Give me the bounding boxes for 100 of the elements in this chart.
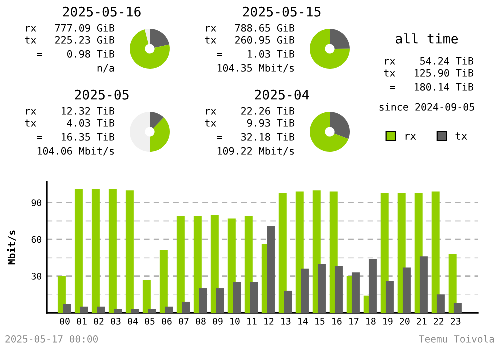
donut-slice	[130, 112, 150, 152]
x-tick-label: 09	[213, 318, 223, 325]
text: 104.06 Mbit/s	[38, 147, 114, 156]
bar	[80, 306, 88, 313]
x-tick-label: 00	[60, 318, 70, 325]
bar	[182, 302, 190, 313]
bar	[114, 309, 122, 313]
bar	[63, 304, 72, 313]
text: = 32.18 TiB	[217, 133, 295, 141]
bar	[448, 254, 457, 313]
bar	[386, 281, 394, 313]
bar	[210, 215, 219, 313]
x-tick-label: 18	[366, 318, 376, 325]
bar	[267, 226, 275, 313]
text: n/a	[98, 64, 114, 73]
x-tick-label: 04	[128, 318, 138, 325]
bar	[284, 290, 292, 313]
x-tick-label: 08	[196, 318, 206, 325]
x-tick-label: 06	[162, 318, 172, 325]
x-tick-label: 22	[434, 318, 444, 325]
chart-title: 2025-04	[255, 90, 310, 100]
donut-slice	[150, 112, 164, 129]
bar	[126, 190, 134, 313]
text: since 2024-09-05	[380, 103, 474, 111]
bar	[318, 264, 326, 313]
donut-slice	[150, 29, 170, 48]
bar	[278, 193, 287, 313]
donut-slice	[330, 112, 350, 140]
donut-slice	[145, 29, 150, 44]
chart-title: 2025-05-15	[243, 6, 321, 17]
text: rx 788.65 GiB	[206, 24, 295, 32]
text: tx 125.90 TiB	[384, 69, 474, 77]
text: rx 12.32 TiB	[26, 107, 115, 115]
text: rx 777.09 GiB	[26, 24, 115, 32]
bar	[92, 189, 100, 313]
bar	[300, 268, 309, 313]
bar	[160, 250, 168, 313]
donut-slice	[310, 112, 349, 152]
donut-slice	[130, 30, 170, 69]
x-tick-label: 12	[264, 318, 274, 325]
x-tick-label: 01	[77, 318, 87, 325]
text: = 0.98 TiB	[37, 50, 115, 58]
text: = 180.14 TiB	[390, 83, 474, 91]
x-tick-label: 19	[384, 318, 393, 325]
x-tick-label: 05	[145, 318, 155, 325]
x-tick-label: 03	[111, 318, 121, 325]
x-tick-label: 15	[316, 318, 325, 325]
x-tick-label: 11	[248, 318, 257, 325]
text: rx 22.26 TiB	[206, 107, 295, 115]
x-tick-label: 13	[282, 318, 291, 325]
x-tick-label: 21	[417, 318, 427, 325]
bar	[420, 256, 428, 313]
donut-slice	[330, 29, 350, 49]
chart-title: 2025-05-16	[63, 6, 141, 17]
text: tx 9.93 TiB	[205, 119, 295, 127]
bar	[368, 259, 377, 313]
bar	[97, 306, 106, 313]
y-tick-label: 30	[32, 273, 42, 280]
bar	[216, 288, 224, 313]
text: all time	[396, 34, 458, 44]
bar	[58, 276, 66, 313]
x-tick-label: 14	[298, 318, 308, 325]
bar	[233, 282, 241, 313]
x-tick-label: 07	[179, 318, 189, 325]
text: 2025-05-17 00:00	[6, 335, 98, 343]
bar	[142, 280, 151, 313]
bar	[199, 288, 208, 313]
bar	[250, 282, 258, 313]
y-tick-label: 90	[32, 200, 42, 206]
text: tx 260.95 GiB	[205, 36, 295, 44]
bar	[436, 294, 445, 313]
x-tick-label: 20	[400, 318, 410, 325]
bar	[148, 309, 156, 313]
x-tick-label: 16	[332, 318, 342, 325]
legend-label: tx	[456, 132, 468, 140]
bar	[165, 306, 174, 313]
x-tick-label: 23	[451, 318, 461, 325]
bar	[432, 192, 440, 313]
donut-slice	[310, 29, 350, 69]
text: = 1.03 TiB	[217, 50, 295, 58]
text: = 16.35 TiB	[37, 133, 115, 141]
x-tick-label: 02	[94, 318, 104, 325]
chart-title: 2025-05	[75, 90, 129, 100]
bar	[131, 309, 140, 313]
bar	[108, 189, 117, 313]
bar	[176, 216, 185, 313]
bar	[352, 272, 360, 313]
bar	[454, 303, 462, 313]
legend-label: rx	[406, 134, 416, 140]
text: 104.35 Mbit/s	[218, 64, 294, 73]
text: tx 4.03 TiB	[25, 119, 115, 127]
x-tick-label: 10	[230, 318, 240, 325]
bar	[334, 266, 343, 313]
bar	[74, 189, 83, 313]
x-tick-label: 17	[350, 318, 359, 325]
text: 109.22 Mbit/s	[218, 147, 294, 156]
text: rx 54.24 TiB	[385, 57, 474, 65]
text: Teemu Toivola	[419, 335, 494, 343]
y-tick-label: 60	[32, 236, 42, 244]
y-axis-title: Mbit/s	[7, 230, 16, 265]
